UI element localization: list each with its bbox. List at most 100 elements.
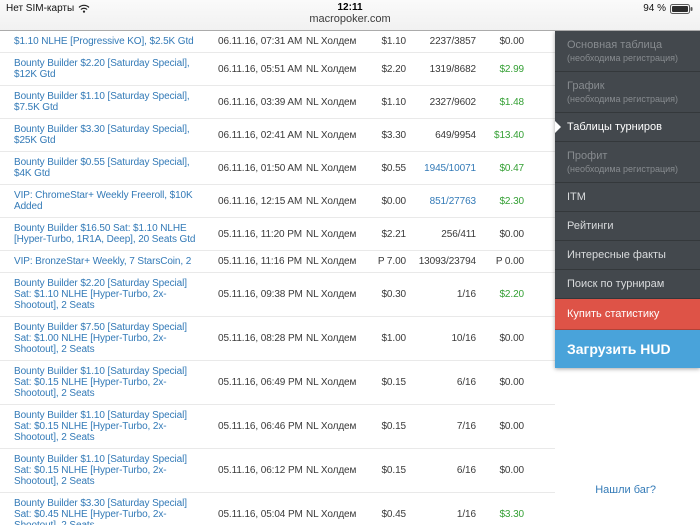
table-row[interactable]: Bounty Builder $1.10 [Saturday Special] … (0, 405, 555, 449)
row-datetime: 06.11.16, 02:41 AM (218, 129, 303, 141)
row-game: NL Холдем (306, 228, 357, 240)
sidebar-item-note: (необходима регистрация) (567, 94, 679, 104)
clock-label: 12:11 (337, 2, 363, 13)
row-game: NL Холдем (306, 289, 357, 300)
tournament-link[interactable]: Bounty Builder $2.20 [Saturday Special] … (14, 278, 187, 311)
table-row[interactable]: VIP: ChromeStar+ Weekly Freeroll, $10K A… (0, 185, 555, 218)
row-datetime: 05.11.16, 05:04 PM (218, 509, 303, 520)
row-game: NL Холдем (306, 129, 357, 141)
row-buyin: $2.20 (381, 63, 406, 75)
sidebar-item-graph[interactable]: График (необходима регистрация) (555, 72, 700, 113)
sidebar-item-label: Профит (567, 150, 608, 162)
row-buyin: $0.15 (381, 421, 406, 432)
row-result: $1.48 (499, 96, 524, 108)
tournaments-table: $1.10 NLHE [Progressive KO], $2.5K Gtd 0… (0, 31, 555, 525)
tournament-link[interactable]: Bounty Builder $3.30 [Saturday Special],… (14, 124, 190, 146)
tournament-link[interactable]: Bounty Builder $7.50 [Saturday Special] … (14, 322, 187, 355)
table-row[interactable]: $1.10 NLHE [Progressive KO], $2.5K Gtd 0… (0, 31, 555, 53)
found-bug-link[interactable]: Нашли баг? (595, 484, 656, 496)
sidebar-item-ratings[interactable]: Рейтинги (555, 212, 700, 241)
tournament-link[interactable]: Bounty Builder $1.10 [Saturday Special] … (14, 454, 187, 487)
download-hud-button[interactable]: Загрузить HUD (555, 330, 700, 368)
row-result: $0.00 (499, 333, 524, 344)
row-buyin: $0.55 (381, 162, 406, 174)
row-datetime: 06.11.16, 07:31 AM (218, 36, 303, 47)
row-entries: 13093/23794 (418, 256, 476, 267)
row-datetime: 06.11.16, 03:39 AM (218, 96, 303, 108)
table-row[interactable]: Bounty Builder $3.30 [Saturday Special] … (0, 493, 555, 525)
sidebar-item-label: Интересные факты (567, 249, 666, 261)
row-buyin: $0.45 (381, 509, 406, 520)
tournament-link[interactable]: Bounty Builder $16.50 Sat: $1.10 NLHE [H… (14, 223, 196, 245)
tournament-link[interactable]: $1.10 NLHE [Progressive KO], $2.5K Gtd (14, 36, 194, 47)
sidebar-item-itm[interactable]: ITM (555, 183, 700, 212)
row-result: $0.00 (499, 421, 524, 432)
sidebar-item-profit[interactable]: Профит (необходима регистрация) (555, 142, 700, 183)
table-row[interactable]: VIP: BronzeStar+ Weekly, 7 StarsCoin, 2 … (0, 251, 555, 273)
table-row[interactable]: Bounty Builder $2.20 [Saturday Special] … (0, 273, 555, 317)
row-datetime: 05.11.16, 06:12 PM (218, 465, 303, 476)
row-result: $0.00 (499, 465, 524, 476)
tournament-link[interactable]: Bounty Builder $0.55 [Saturday Special],… (14, 157, 190, 179)
tournament-link[interactable]: Bounty Builder $1.10 [Saturday Special] … (14, 366, 187, 399)
row-game: NL Холдем (306, 36, 357, 47)
row-result: $2.30 (499, 195, 524, 207)
row-result: $0.47 (499, 162, 524, 174)
row-datetime: 05.11.16, 06:46 PM (218, 421, 303, 432)
row-result: $0.00 (499, 377, 524, 388)
row-entries: 649/9954 (435, 129, 476, 141)
table-row[interactable]: Bounty Builder $1.10 [Saturday Special] … (0, 361, 555, 405)
row-entries-link[interactable]: 1945/10071 (424, 162, 476, 174)
tournament-link[interactable]: Bounty Builder $1.10 [Saturday Special] … (14, 410, 187, 443)
row-entries: 6/16 (456, 377, 476, 388)
tournament-link[interactable]: VIP: BronzeStar+ Weekly, 7 StarsCoin, 2 (14, 256, 192, 267)
row-entries: 1/16 (456, 289, 476, 300)
row-buyin: $2.21 (381, 228, 406, 240)
row-game: NL Холдем (306, 162, 357, 174)
sidebar-menu: Основная таблица (необходима регистрация… (555, 31, 700, 368)
table-row[interactable]: Bounty Builder $0.55 [Saturday Special],… (0, 152, 555, 185)
table-row[interactable]: Bounty Builder $16.50 Sat: $1.10 NLHE [H… (0, 218, 555, 251)
row-result: $3.30 (499, 509, 524, 520)
row-entries: 2237/3857 (429, 36, 476, 47)
url-label[interactable]: macropoker.com (309, 13, 391, 25)
row-buyin: $0.15 (381, 377, 406, 388)
row-game: NL Холдем (306, 465, 357, 476)
battery-percent-label: 94 % (643, 3, 666, 14)
table-row[interactable]: Bounty Builder $1.10 [Saturday Special] … (0, 449, 555, 493)
row-buyin: $1.10 (381, 36, 406, 47)
tournament-link[interactable]: Bounty Builder $1.10 [Saturday Special],… (14, 91, 190, 113)
main-content: $1.10 NLHE [Progressive KO], $2.5K Gtd 0… (0, 31, 700, 525)
row-entries: 256/411 (441, 228, 476, 240)
tournament-link[interactable]: VIP: ChromeStar+ Weekly Freeroll, $10K A… (14, 190, 193, 212)
sidebar-item-label: График (567, 80, 605, 92)
row-entries: 2327/9602 (429, 96, 476, 108)
sidebar-item-note: (необходима регистрация) (567, 53, 679, 63)
sidebar-item-note: (необходима регистрация) (567, 164, 679, 174)
row-game: NL Холдем (306, 377, 357, 388)
row-game: NL Холдем (306, 509, 357, 520)
carrier-label: Нет SIM-карты (6, 3, 75, 14)
tournament-link[interactable]: Bounty Builder $2.20 [Saturday Special],… (14, 58, 190, 80)
tournament-link[interactable]: Bounty Builder $3.30 [Saturday Special] … (14, 498, 187, 525)
table-row[interactable]: Bounty Builder $2.20 [Saturday Special],… (0, 53, 555, 86)
sidebar-item-tournament-search[interactable]: Поиск по турнирам (555, 270, 700, 299)
row-datetime: 06.11.16, 05:51 AM (218, 63, 303, 75)
sidebar-item-label: Таблицы турниров (567, 121, 662, 133)
row-game: NL Холдем (306, 256, 357, 267)
row-entries-link[interactable]: 851/27763 (429, 195, 476, 207)
row-result: $13.40 (494, 129, 524, 141)
row-result: $2.99 (499, 63, 524, 75)
row-entries: 7/16 (456, 421, 476, 432)
row-datetime: 05.11.16, 06:49 PM (218, 377, 303, 388)
table-row[interactable]: Bounty Builder $7.50 [Saturday Special] … (0, 317, 555, 361)
row-buyin: $0.15 (381, 465, 406, 476)
sidebar-item-tournament-tables[interactable]: Таблицы турниров (555, 113, 700, 142)
row-game: NL Холдем (306, 63, 357, 75)
sidebar-item-main-table[interactable]: Основная таблица (необходима регистрация… (555, 31, 700, 72)
table-row[interactable]: Bounty Builder $1.10 [Saturday Special],… (0, 86, 555, 119)
row-datetime: 05.11.16, 08:28 PM (218, 333, 303, 344)
table-row[interactable]: Bounty Builder $3.30 [Saturday Special],… (0, 119, 555, 152)
buy-stats-button[interactable]: Купить статистику (555, 299, 700, 330)
sidebar-item-interesting-facts[interactable]: Интересные факты (555, 241, 700, 270)
